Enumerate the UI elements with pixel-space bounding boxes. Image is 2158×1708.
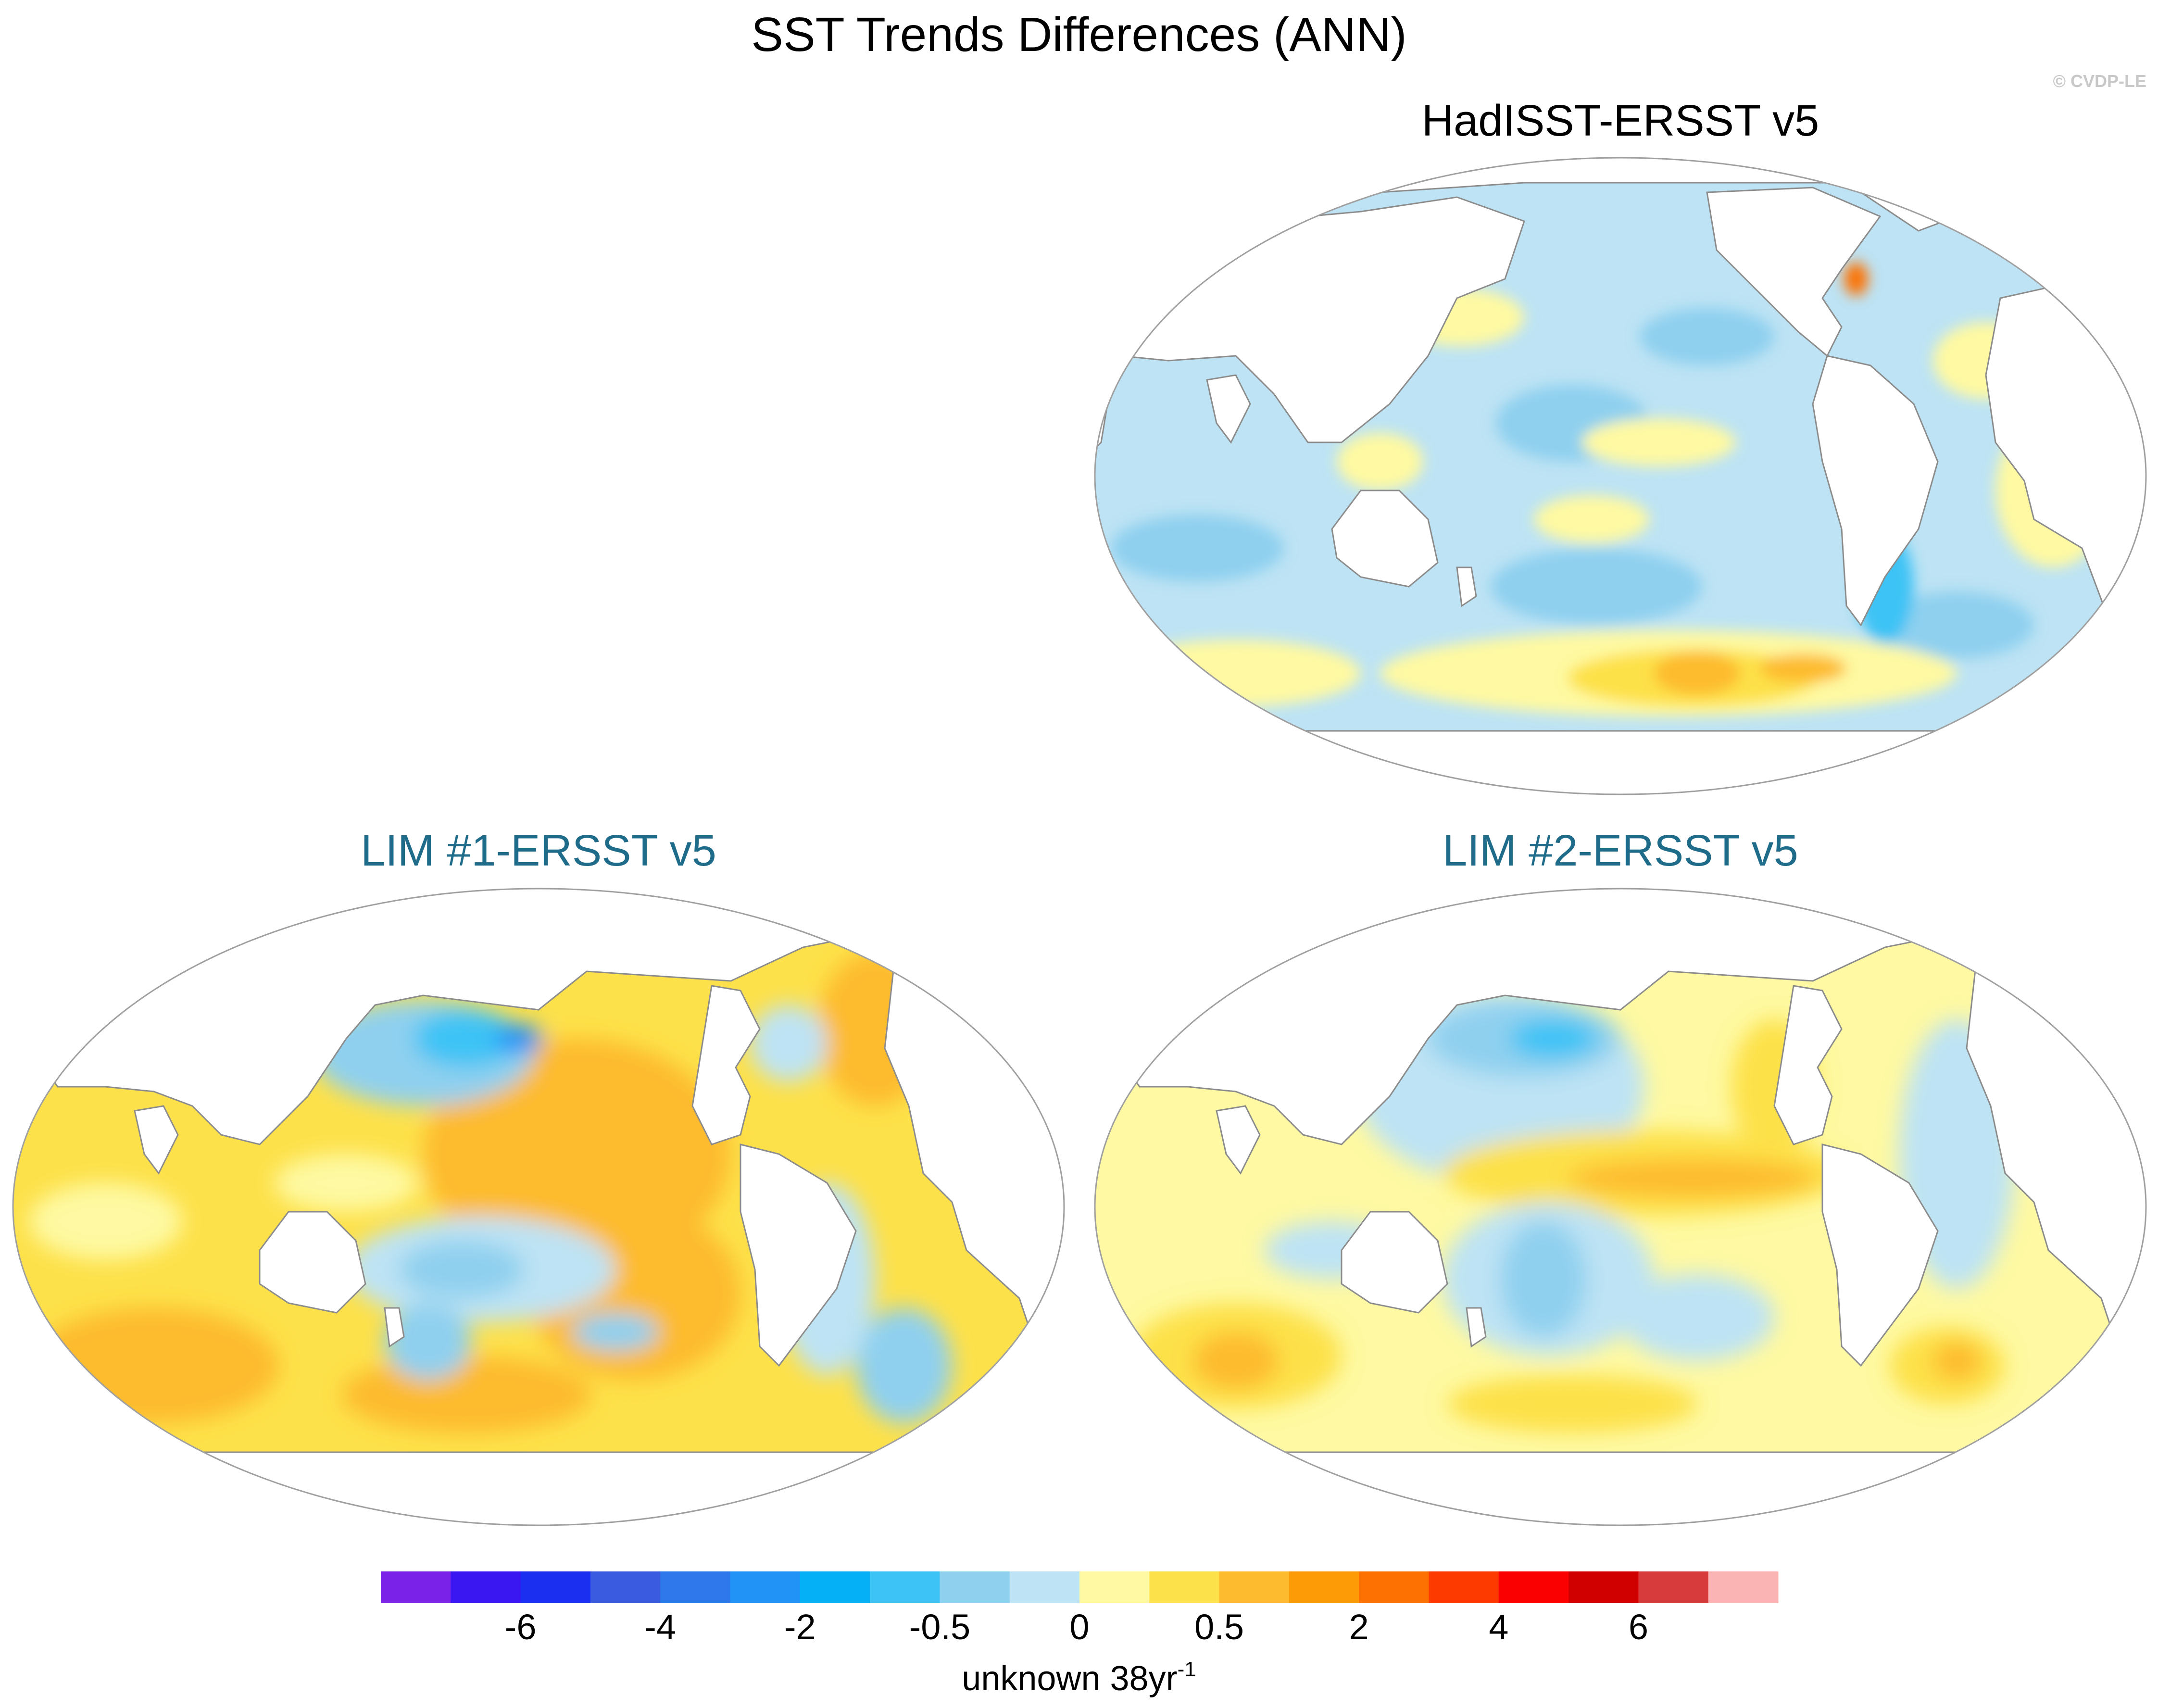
colorbar-swatch <box>590 1571 661 1603</box>
colorbar-swatch <box>1498 1571 1569 1603</box>
colorbar-swatch <box>940 1571 1010 1603</box>
colorbar-swatch <box>451 1571 521 1603</box>
colorbar-tick-label: -2 <box>784 1607 816 1647</box>
colorbar-swatch <box>1359 1571 1429 1603</box>
colorbar-swatch <box>800 1571 870 1603</box>
colorbar-swatch <box>1708 1571 1779 1603</box>
panel-title-hadisst: HadISST-ERSST v5 <box>1421 96 1819 145</box>
colorbar-tick-label: -4 <box>644 1607 677 1647</box>
colorbar-swatch <box>1219 1571 1290 1603</box>
panel-title-lim1: LIM #1-ERSST v5 <box>361 826 716 875</box>
credit-label: © CVDP-LE <box>2053 71 2146 91</box>
colorbar-swatch <box>381 1571 451 1603</box>
colorbar-swatch <box>1638 1571 1709 1603</box>
colorbar-units-sup: -1 <box>1177 1658 1196 1681</box>
colorbar-tick-label: -6 <box>504 1607 537 1647</box>
colorbar-swatch <box>1568 1571 1639 1603</box>
map-lim1 <box>12 888 1065 1526</box>
map-lim2 <box>1094 888 2147 1526</box>
colorbar-swatch <box>1079 1571 1150 1603</box>
colorbar-tick-label: 0.5 <box>1194 1607 1244 1647</box>
colorbar-tick-label: 2 <box>1349 1607 1369 1647</box>
colorbar-swatch <box>1429 1571 1499 1603</box>
colorbar-swatch <box>730 1571 801 1603</box>
figure-title: SST Trends Differences (ANN) <box>751 8 1407 62</box>
colorbar-units-main: unknown 38yr <box>962 1659 1178 1698</box>
colorbar-swatch <box>1149 1571 1220 1603</box>
colorbar-swatch <box>520 1571 591 1603</box>
colorbar-tick-label: 6 <box>1628 1607 1648 1647</box>
map-hadisst <box>1094 157 2147 795</box>
colorbar-tick-label: 4 <box>1489 1607 1509 1647</box>
colorbar-swatch <box>870 1571 940 1603</box>
colorbar-units: unknown 38yr-1 <box>962 1652 1196 1698</box>
colorbar-tick-label: 0 <box>1069 1607 1090 1647</box>
colorbar-swatch <box>660 1571 730 1603</box>
colorbar-swatch <box>1289 1571 1359 1603</box>
panel-title-lim2: LIM #2-ERSST v5 <box>1443 826 1798 875</box>
colorbar-swatch <box>1009 1571 1080 1603</box>
colorbar-tick-label: -0.5 <box>909 1607 971 1647</box>
